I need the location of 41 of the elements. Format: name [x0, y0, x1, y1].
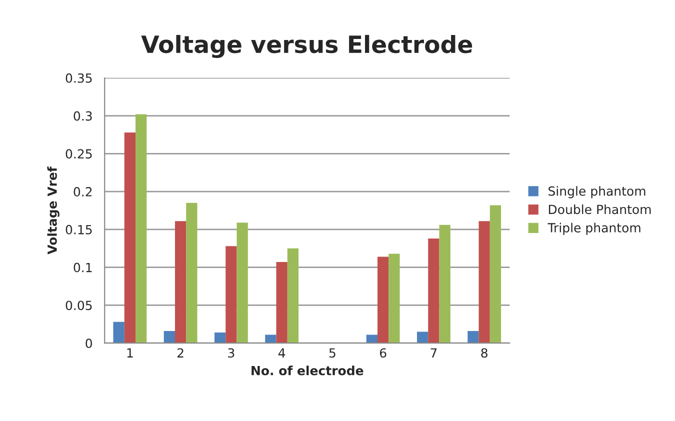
y-tick-label: 0.35 — [66, 73, 92, 83]
bar — [276, 262, 288, 344]
bar — [164, 330, 175, 344]
x-tick-label: 6 — [380, 348, 386, 358]
bar — [226, 246, 237, 344]
bar — [174, 221, 186, 344]
y-tick-label: 0.05 — [66, 300, 92, 310]
legend-label: Single phantom — [548, 186, 646, 198]
bar — [186, 202, 198, 344]
y-tick-label: 0.25 — [66, 149, 92, 159]
bar — [416, 332, 428, 344]
y-tick-label: 0.1 — [74, 262, 92, 272]
bar — [236, 222, 248, 344]
y-tick-label: 0 — [86, 338, 92, 348]
bar — [214, 332, 226, 344]
bar — [287, 248, 299, 344]
x-tick-label: 7 — [430, 348, 437, 358]
bar — [124, 132, 136, 344]
bar — [113, 322, 124, 344]
bar — [439, 224, 450, 344]
chart-title: Voltage versus Electrode — [141, 34, 472, 58]
legend-label: Triple phantom — [548, 222, 640, 235]
bar — [490, 205, 502, 344]
y-tick-label: 0.3 — [74, 111, 92, 121]
x-tick-label: 1 — [127, 348, 133, 358]
x-tick-label: 4 — [278, 348, 286, 358]
legend-label: Double Phantom — [548, 204, 651, 214]
y-axis-title: Voltage Vref — [47, 166, 60, 254]
x-tick-label: 5 — [329, 348, 336, 358]
bar — [377, 256, 389, 344]
bar — [428, 238, 440, 344]
x-tick-label: 8 — [481, 348, 488, 358]
x-tick-label: 3 — [228, 348, 234, 358]
x-tick-label: 2 — [178, 348, 184, 358]
bar — [478, 221, 490, 344]
bar — [136, 114, 147, 344]
y-tick-label: 0.15 — [66, 224, 92, 234]
bar — [388, 254, 400, 344]
x-axis-title: No. of electrode — [252, 366, 364, 376]
y-tick-label: 0.2 — [74, 187, 92, 196]
bar — [468, 330, 479, 344]
